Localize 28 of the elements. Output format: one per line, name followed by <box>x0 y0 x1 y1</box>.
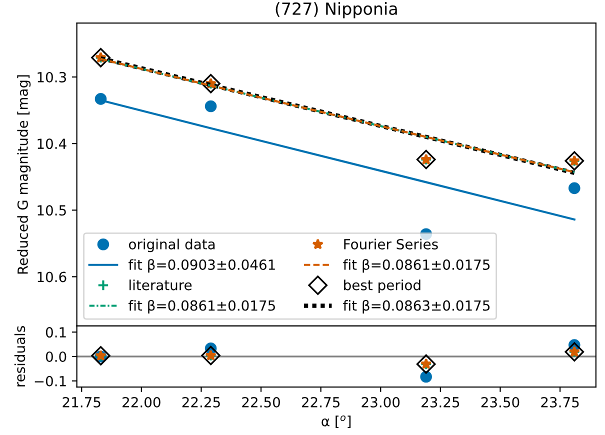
x-tick-label: 22.75 <box>302 396 340 408</box>
legend-label: Fourier Series <box>344 238 438 250</box>
y-tick-label: 10.5 <box>38 205 66 216</box>
y-tick-label: 0.1 <box>46 327 66 338</box>
legend-label: fit β=0.0863±0.0175 <box>343 300 490 314</box>
y-tick-label: 10.6 <box>38 272 66 282</box>
legend-label: fit β=0.0903±0.0461 <box>128 259 275 273</box>
y-axis-title: Reduced G magnitude [mag] <box>17 75 31 274</box>
x-tick-label: 21.75 <box>62 396 100 408</box>
x-tick-label: 23.00 <box>362 396 400 408</box>
legend-label: literature <box>130 280 192 290</box>
y-tick-label: −0.1 <box>34 376 66 386</box>
x-tick-label: 23.75 <box>541 396 579 408</box>
x-tick-label: 22.00 <box>122 396 160 408</box>
legend-label: fit β=0.0861±0.0175 <box>343 259 490 273</box>
x-tick-label: 22.50 <box>242 396 280 408</box>
x-axis-title: α [$^{o}$] <box>322 415 351 428</box>
y-tick-label: 0.0 <box>46 351 66 362</box>
chart-title: (727) Nipponia <box>276 2 397 18</box>
y-tick-label: 10.3 <box>38 72 66 82</box>
y-tick-label: 10.4 <box>38 138 66 150</box>
legend-label: original data <box>128 238 215 252</box>
x-tick-label: 23.50 <box>481 396 520 408</box>
x-tick-label: 23.25 <box>422 396 460 408</box>
legend-label: fit β=0.0861±0.0175 <box>128 300 275 314</box>
y-axis-title: residuals <box>14 326 26 386</box>
x-tick-label: 22.25 <box>182 396 220 408</box>
legend-label: best period <box>344 280 420 294</box>
